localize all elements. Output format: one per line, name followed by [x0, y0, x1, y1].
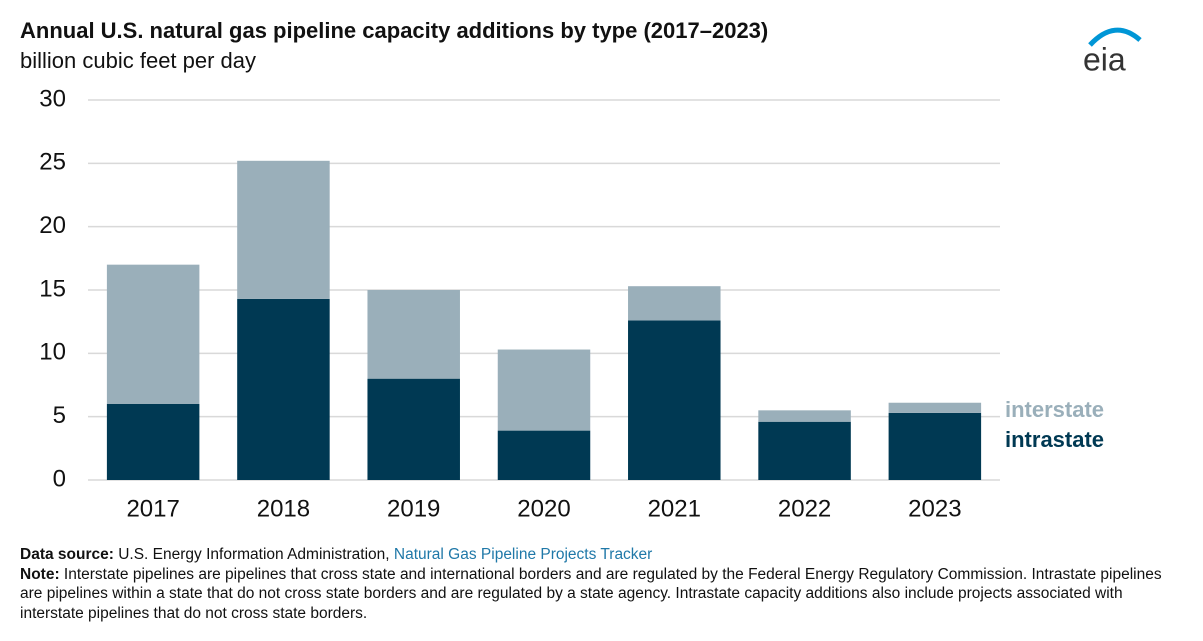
y-tick-label: 20 [39, 212, 66, 239]
source-line: Data source: U.S. Energy Information Adm… [20, 545, 1180, 565]
x-tick-label: 2020 [517, 495, 570, 522]
legend-entry: intrastate [1005, 427, 1104, 452]
source-link[interactable]: Natural Gas Pipeline Projects Tracker [393, 546, 653, 563]
bar-segment [497, 349, 591, 431]
x-tick-label: 2021 [648, 495, 701, 522]
bar-segment [758, 421, 851, 480]
logo-arc [1088, 27, 1142, 47]
bar-segment [106, 264, 200, 404]
bar-segment [758, 410, 851, 422]
bar-segment [888, 402, 982, 413]
y-tick-label: 10 [39, 339, 66, 366]
y-tick-label: 0 [53, 465, 66, 492]
y-tick-label: 25 [39, 149, 66, 176]
x-tick-label: 2018 [257, 495, 310, 522]
bar-segment [497, 430, 591, 480]
bar-segment [628, 286, 721, 321]
bar-segment [237, 160, 330, 299]
chart-subtitle: billion cubic feet per day [20, 48, 256, 73]
y-tick-label: 30 [39, 85, 66, 112]
logo: eia [1083, 41, 1126, 77]
bar-segment [367, 378, 460, 480]
footer: Data source: U.S. Energy Information Adm… [20, 545, 1180, 623]
y-tick-label: 5 [53, 402, 66, 429]
note: Note: Interstate pipelines are pipelines… [20, 565, 1180, 624]
bar-segment [106, 404, 200, 480]
x-tick-label: 2017 [126, 495, 179, 522]
y-tick-label: 15 [39, 275, 66, 302]
chart: Annual U.S. natural gas pipeline capacit… [20, 18, 1142, 522]
x-tick-label: 2023 [908, 495, 961, 522]
note-label: Note: [20, 565, 60, 583]
source-text: U.S. Energy Information Administration, [118, 546, 390, 563]
chart-title: Annual U.S. natural gas pipeline capacit… [20, 18, 768, 43]
bar-segment [237, 298, 330, 480]
x-tick-label: 2019 [387, 495, 440, 522]
bar-segment [367, 290, 460, 379]
bar-segment [888, 412, 982, 480]
bar-segment [628, 320, 721, 480]
legend-entry: interstate [1005, 397, 1104, 422]
source-label: Data source: [20, 546, 114, 563]
note-text: Interstate pipelines are pipelines that … [20, 565, 1162, 622]
x-tick-label: 2022 [778, 495, 831, 522]
